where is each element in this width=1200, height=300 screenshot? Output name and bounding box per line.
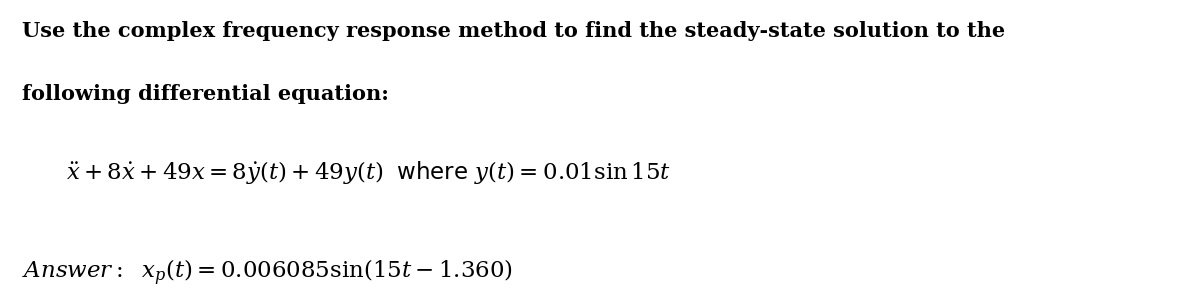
Text: $\mathit{Answer:}$  $x_{p}(t) = 0.006085\sin\!\left(15t - 1.360\right)$: $\mathit{Answer:}$ $x_{p}(t) = 0.006085\… — [22, 258, 512, 288]
Text: $\ddot{x} + 8\dot{x} + 49x = 8\dot{y}(t) + 49y(t)$$\bf{\;}$ where $y(t) = 0.01\s: $\ddot{x} + 8\dot{x} + 49x = 8\dot{y}(t)… — [66, 159, 671, 186]
Text: following differential equation:: following differential equation: — [22, 84, 389, 104]
Text: Use the complex frequency response method to find the steady-state solution to t: Use the complex frequency response metho… — [22, 21, 1004, 41]
